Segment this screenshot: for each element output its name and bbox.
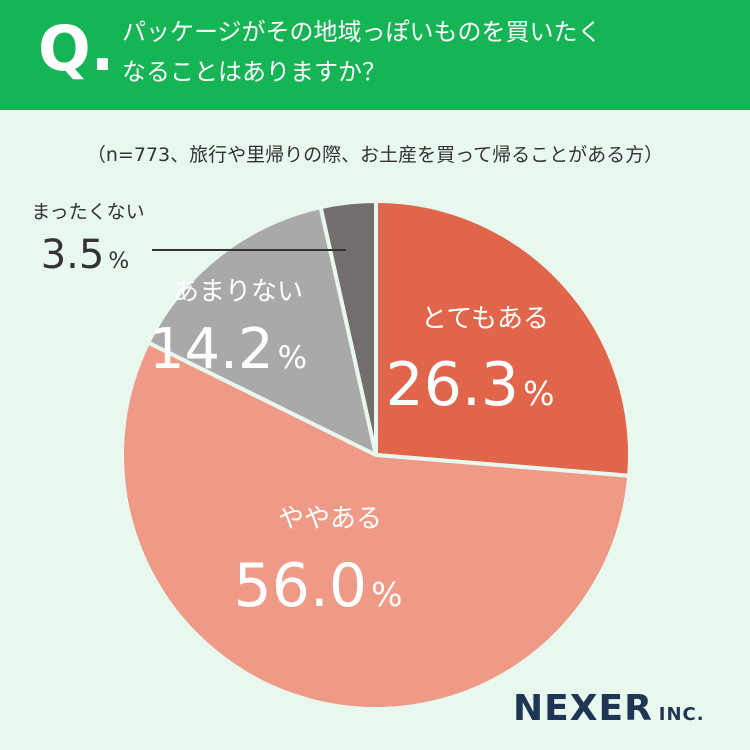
q-mark: Q. [38, 12, 115, 85]
pie-slice [374, 199, 632, 478]
question-line-2: なることはありますか？ [122, 58, 386, 86]
question-line-1: パッケージがその地域っぽいものを買いたく [122, 18, 602, 46]
question-header: Q. パッケージがその地域っぽいものを買いたく なることはありますか？ [0, 0, 750, 110]
pie-slice [318, 199, 378, 457]
slice-label: あまりない [173, 277, 303, 307]
slice-value: 3.5% [41, 232, 130, 278]
slice-value: 26.3% [386, 350, 555, 420]
brand-suffix: INC. [658, 704, 705, 725]
sample-note: （n=773、旅行や里帰りの際、お土産を買って帰ることがある方） [86, 144, 664, 166]
slice-label: とてもある [421, 304, 549, 334]
brand-logo: NEXER INC. [513, 688, 705, 729]
slice-label: ややある [278, 504, 382, 534]
slice-label: まったくない [31, 201, 144, 223]
pie-slice [146, 205, 378, 457]
slice-value: 14.2% [149, 317, 307, 382]
pie-slice [120, 340, 632, 711]
slice-value: 56.0% [234, 551, 403, 621]
brand-name: NEXER [513, 688, 653, 729]
